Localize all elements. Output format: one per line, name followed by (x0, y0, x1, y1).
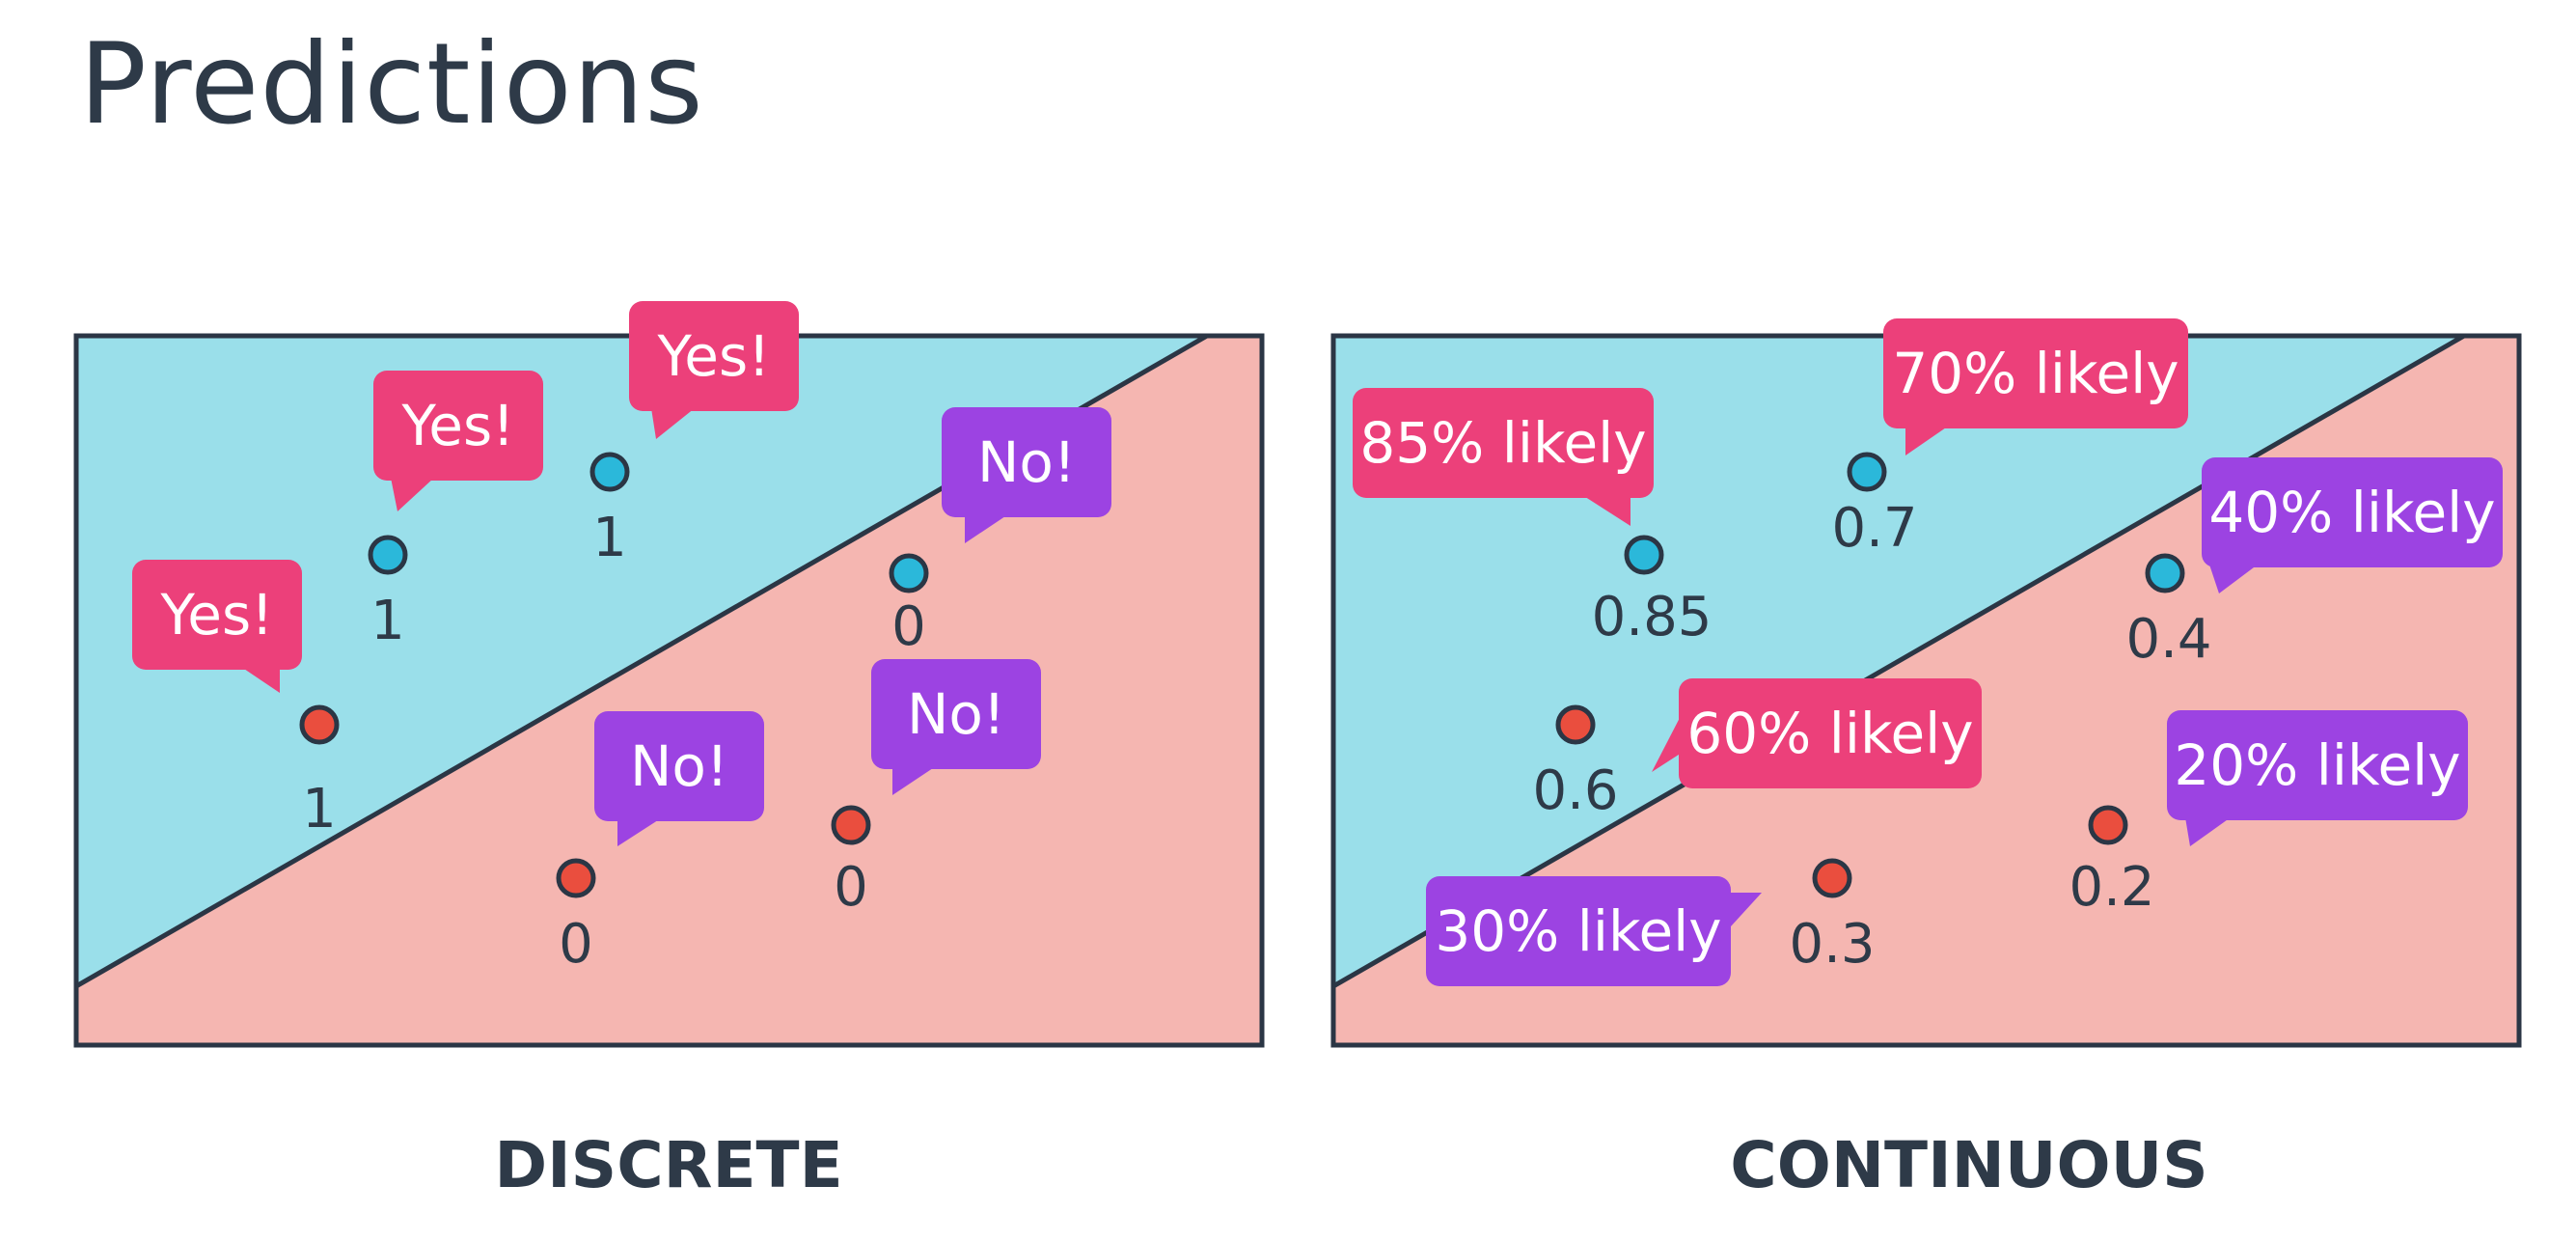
data-point-negative (556, 858, 596, 898)
discrete-point-4: 0 No! (889, 407, 1111, 658)
speech-bubble-body (942, 407, 1111, 517)
continuous-panel-label: CONTINUOUS (1730, 1128, 2207, 1202)
speech-bubble-tail (1582, 495, 1631, 526)
speech-bubble-tail (391, 478, 434, 511)
speech-bubble-body (132, 560, 302, 670)
speech-bubble-tail (892, 766, 936, 795)
speech-bubble: 85% likely (1353, 388, 1654, 526)
data-point-negative (2088, 805, 2128, 845)
continuous-point-1: 0.85 85% likely (1353, 388, 1712, 648)
discrete-point-2: 1 Yes! (589, 301, 799, 569)
speech-bubble-tail (2209, 565, 2258, 593)
speech-bubble-text: No! (630, 733, 728, 799)
speech-bubble-tail (1905, 426, 1949, 455)
speech-bubble-text: No! (907, 681, 1005, 747)
discrete-panel: 1 Yes! 1 Yes! 1 Yes! 0 No! 0 No! 0 No! DISCRETE (73, 301, 1265, 1202)
point-value-label: 0 (559, 913, 593, 976)
data-point-positive (368, 535, 408, 575)
point-value-label: 0.2 (2069, 856, 2154, 919)
data-point-negative (1812, 858, 1852, 898)
continuous-panel: 0.85 85% likely 0.7 70% likely 0.6 60% likely… (1330, 318, 2522, 1202)
speech-bubble-tail (241, 667, 280, 693)
speech-bubble-body (1426, 876, 1731, 986)
point-value-label: 1 (592, 507, 627, 569)
speech-bubble-text: 40% likely (2208, 480, 2495, 545)
speech-bubble-body (594, 711, 764, 821)
point-value-label: 0.6 (1532, 759, 1618, 822)
speech-bubble-tail (1652, 714, 1682, 772)
speech-bubble: 70% likely (1883, 318, 2188, 455)
speech-bubble-body (1679, 678, 1982, 788)
speech-bubble: 60% likely (1652, 678, 1982, 788)
speech-bubble-body (871, 659, 1041, 769)
point-value-label: 0.85 (1592, 586, 1713, 648)
speech-bubble: Yes! (132, 560, 302, 693)
data-point-positive (589, 452, 630, 492)
slide-title: Predictions (79, 19, 704, 150)
speech-bubble-text: 60% likely (1686, 701, 1973, 766)
speech-bubble: Yes! (373, 371, 543, 511)
speech-bubble: 20% likely (2167, 710, 2468, 846)
data-point-negative (1555, 704, 1596, 745)
point-value-label: 0.7 (1831, 497, 1917, 560)
speech-bubble-text: 70% likely (1892, 341, 2179, 406)
continuous-point-4: 0.4 40% likely (2125, 457, 2503, 671)
speech-bubble-body (1883, 318, 2188, 428)
speech-bubble-body (2167, 710, 2468, 820)
data-point-positive (889, 553, 929, 593)
point-value-label: 0.3 (1789, 913, 1875, 976)
point-value-label: 0.4 (2125, 608, 2211, 671)
data-point-positive (1847, 452, 1887, 492)
speech-bubble-text: 20% likely (2174, 732, 2460, 798)
speech-bubble-tail (617, 818, 661, 846)
speech-bubble-text: No! (977, 429, 1076, 495)
discrete-point-6: 0 No! (831, 659, 1041, 919)
speech-bubble-body (629, 301, 799, 411)
speech-bubble-body (2202, 457, 2503, 567)
speech-bubble-tail (965, 514, 1008, 543)
point-value-label: 0 (834, 856, 868, 919)
speech-bubble-text: 85% likely (1359, 410, 1646, 476)
speech-bubble-body (1353, 388, 1654, 498)
speech-bubble: Yes! (629, 301, 799, 439)
discrete-point-3: 1 Yes! (132, 560, 340, 841)
speech-bubble-text: 30% likely (1435, 898, 1721, 964)
discrete-point-1: 1 Yes! (368, 371, 543, 652)
continuous-point-3: 0.6 60% likely (1532, 678, 1982, 822)
continuous-point-6: 0.2 20% likely (2069, 710, 2468, 919)
point-value-label: 1 (302, 778, 337, 841)
speech-bubble-text: Yes! (160, 582, 274, 648)
speech-bubble-text: Yes! (401, 393, 515, 458)
speech-bubble-tail (2185, 817, 2231, 846)
discrete-point-5: 0 No! (556, 711, 764, 976)
speech-bubble-tail (651, 408, 695, 439)
point-value-label: 0 (891, 595, 926, 658)
speech-bubble: 30% likely (1426, 876, 1762, 986)
speech-bubble-text: Yes! (657, 323, 771, 389)
discrete-panel-label: DISCRETE (494, 1128, 842, 1202)
continuous-point-2: 0.7 70% likely (1831, 318, 2188, 560)
data-point-negative (299, 704, 340, 745)
speech-bubble: 40% likely (2202, 457, 2503, 593)
speech-bubble: No! (594, 711, 764, 846)
continuous-point-5: 0.3 30% likely (1426, 858, 1876, 986)
speech-bubble-body (373, 371, 543, 481)
data-point-positive (2145, 553, 2185, 593)
speech-bubble: No! (871, 659, 1041, 795)
speech-bubble: No! (942, 407, 1111, 543)
point-value-label: 1 (370, 590, 405, 652)
data-point-positive (1624, 535, 1664, 575)
data-point-negative (831, 805, 871, 845)
